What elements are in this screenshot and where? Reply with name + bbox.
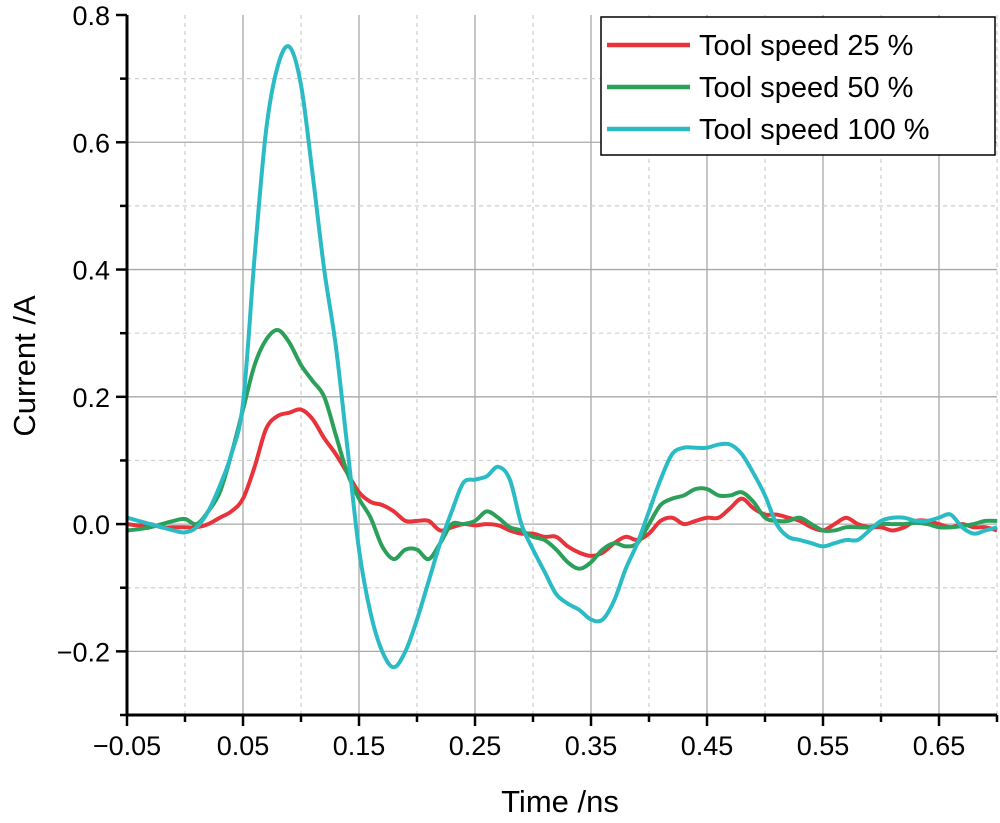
x-tick-label: 0.55	[797, 731, 850, 761]
series-line	[126, 407, 998, 558]
y-axis-title: Current /A	[7, 295, 42, 437]
legend: Tool speed 25 % Tool speed 50 % Tool speed…	[600, 16, 996, 156]
series-line	[126, 327, 998, 571]
x-tick-label: 0.45	[681, 731, 734, 761]
y-tick-label: −0.2	[57, 637, 110, 667]
x-tick-label: 0.35	[565, 731, 618, 761]
y-tick-label: 0.8	[72, 1, 110, 31]
x-tick-label: 0.65	[913, 731, 966, 761]
legend-label: Tool speed 25 %	[699, 30, 913, 62]
axes: −0.05 0.05 0.15 0.25 0.35 0.45 0.55 0.65 −0.2 0.0…	[57, 1, 999, 761]
x-axis-title: Time /ns	[501, 784, 619, 819]
y-tick-label: 0.6	[72, 128, 110, 158]
y-tick-label: 0.4	[72, 256, 110, 286]
x-tick-label: 0.05	[217, 731, 270, 761]
series-line	[126, 44, 998, 670]
y-tick-label: 0.0	[72, 510, 110, 540]
x-tick-label: 0.25	[449, 731, 502, 761]
x-tick-label: 0.15	[333, 731, 386, 761]
x-tick-label: −0.05	[93, 731, 161, 761]
y-tick-label: 0.2	[72, 383, 110, 413]
legend-label: Tool speed 100 %	[699, 114, 930, 146]
series-lines	[126, 44, 998, 670]
legend-label: Tool speed 50 %	[699, 72, 913, 104]
